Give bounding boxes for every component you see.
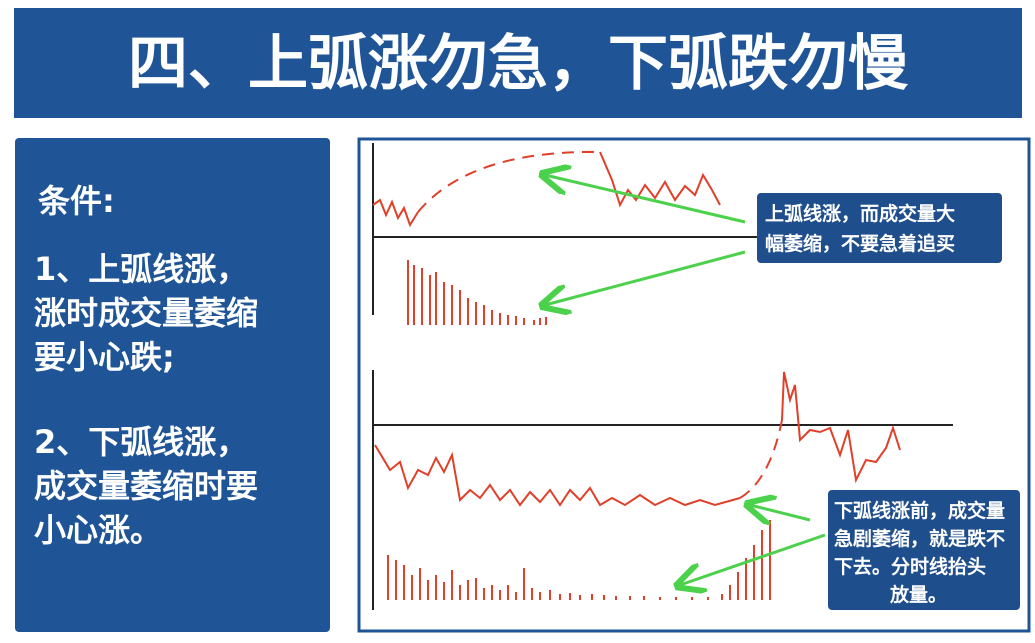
condition-line: 要小心跌; xyxy=(34,338,175,376)
callout-line: 幅萎缩，不要急着追买 xyxy=(765,232,955,255)
callout-line: 急剧萎缩，就是跌不 xyxy=(834,527,1005,550)
condition-line: 涨时成交量萎缩 xyxy=(34,294,258,332)
condition-line: 成交量萎缩时要 xyxy=(34,467,258,505)
conditions-heading: 条件: xyxy=(38,182,115,220)
sketch-volumes xyxy=(387,260,771,600)
callout-box xyxy=(828,490,1020,610)
condition-line: 2、下弧线涨， xyxy=(34,423,248,461)
callout-line: 下去。分时线抬头 xyxy=(834,555,986,578)
callout-line: 放量。 xyxy=(889,583,947,606)
callout-line: 上弧线涨，而成交量大 xyxy=(765,202,955,225)
arrows xyxy=(545,175,826,585)
callout-box xyxy=(757,193,1002,263)
condition-line: 1、上弧线涨， xyxy=(34,250,248,288)
conditions-panel xyxy=(15,138,330,632)
title-banner xyxy=(14,8,1022,118)
condition-line: 小心涨。 xyxy=(34,511,162,549)
title: 四、上弧涨勿急，下弧跌勿慢 xyxy=(128,29,909,99)
callout-line: 下弧线涨前，成交量 xyxy=(834,499,1005,522)
sketch-axes xyxy=(372,143,953,610)
